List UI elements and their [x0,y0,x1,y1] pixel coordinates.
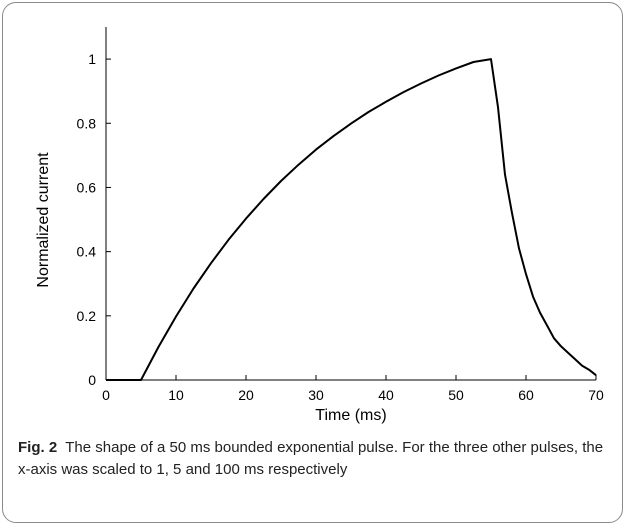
series-layer [106,58,597,381]
x-tick-label: 0 [102,387,110,403]
x-tick-label: 50 [448,387,464,403]
x-tick-label: 40 [378,387,394,403]
y-tick-label: 0.6 [77,179,97,195]
ticks: 0 10 20 30 40 50 60 70 0 0.2 0.4 0.6 0.8 1 [77,51,604,403]
y-tick-label: 1 [88,51,96,67]
y-tick-label: 0 [88,372,96,388]
figure-caption: Fig. 2 The shape of a 50 ms bounded expo… [18,437,618,481]
y-tick-label: 0.2 [77,308,97,324]
x-tick-label: 30 [308,387,324,403]
caption-text: The shape of a 50 ms bounded exponential… [18,439,604,478]
y-axis-label: Normalized current [35,152,52,288]
axes [105,27,596,381]
x-tick-label: 20 [238,387,254,403]
y-tick-label: 0.8 [77,115,97,131]
x-axis-label: Time (ms) [315,407,386,424]
x-tick-label: 70 [588,387,604,403]
x-tick-label: 10 [168,387,184,403]
figure-label: Fig. 2 [18,439,58,456]
y-tick-label: 0.4 [77,244,97,260]
series-line [106,58,597,381]
x-tick-label: 60 [518,387,534,403]
